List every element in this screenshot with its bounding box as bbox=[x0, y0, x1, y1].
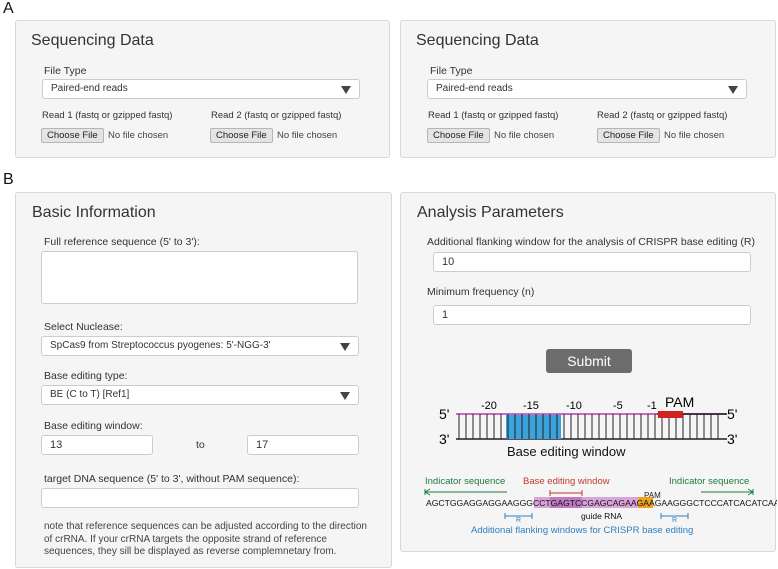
chevron-down-icon bbox=[341, 86, 351, 94]
be-window-arrow-ends bbox=[549, 490, 583, 496]
basic-information-panel: Basic Information Full reference sequenc… bbox=[15, 192, 392, 568]
read1-label: Read 1 (fastq or gzipped fastq) bbox=[428, 110, 559, 121]
indicator-left-label: Indicator sequence bbox=[425, 476, 505, 487]
seq-left: AGCTGGAGGAGGAAGGGCCT bbox=[426, 498, 551, 508]
three-prime-bottom: 3' bbox=[439, 431, 449, 447]
three-prime-right: 3' bbox=[727, 431, 737, 447]
read2-choose-file-button[interactable]: Choose File bbox=[597, 128, 660, 143]
five-prime-top: 5' bbox=[439, 406, 449, 422]
base-editing-diagram: 5' 3' 5' 3' -20 -15 -10 -5 -1 PAM Base e… bbox=[424, 394, 777, 536]
section-label-a: A bbox=[3, 0, 14, 17]
pos-minus-5: -5 bbox=[613, 400, 623, 412]
flank-caption: Additional flanking windows for CRISPR b… bbox=[471, 525, 693, 536]
submit-button[interactable]: Submit bbox=[546, 349, 632, 373]
nuclease-select[interactable]: SpCas9 from Streptococcus pyogenes: 5'-N… bbox=[41, 336, 359, 356]
guide-highlight bbox=[534, 497, 638, 508]
chevron-down-icon bbox=[340, 343, 350, 351]
pam-small-label: PAM bbox=[644, 491, 661, 500]
read1-choose-file-button[interactable]: Choose File bbox=[427, 128, 490, 143]
read2-choose-file-button[interactable]: Choose File bbox=[210, 128, 273, 143]
base-editing-type-value: BE (C to T) [Ref1] bbox=[50, 389, 130, 400]
base-editing-type-label: Base editing type: bbox=[44, 370, 128, 382]
direction-note: note that reference sequences can be adj… bbox=[44, 521, 367, 557]
target-dna-label: target DNA sequence (5' to 3', without P… bbox=[44, 473, 300, 485]
pos-minus-10: -10 bbox=[566, 400, 582, 412]
r-left-label: R bbox=[516, 517, 521, 524]
read1-no-file-text: No file chosen bbox=[108, 130, 169, 141]
file-type-label: File Type bbox=[430, 65, 473, 77]
file-type-label: File Type bbox=[44, 65, 87, 77]
chevron-down-icon bbox=[728, 86, 738, 94]
window-end-input[interactable]: 17 bbox=[247, 435, 359, 455]
panel-title: Sequencing Data bbox=[31, 32, 154, 49]
sequencing-data-panel-2: Sequencing Data File Type Paired-end rea… bbox=[400, 20, 776, 158]
nuclease-value: SpCas9 from Streptococcus pyogenes: 5'-N… bbox=[50, 340, 271, 351]
indicator-right-arrowhead bbox=[747, 488, 754, 496]
sequencing-data-panel-1: Sequencing Data File Type Paired-end rea… bbox=[15, 20, 390, 158]
be-window-label: Base editing window bbox=[523, 476, 610, 487]
file-type-value: Paired-end reads bbox=[51, 83, 128, 94]
file-type-select[interactable]: Paired-end reads bbox=[42, 79, 360, 99]
panel-title: Sequencing Data bbox=[416, 32, 539, 49]
flanking-window-label: Additional flanking window for the analy… bbox=[427, 236, 755, 248]
pos-minus-1: -1 bbox=[647, 400, 657, 412]
r-right-ends bbox=[660, 513, 689, 519]
panel-title: Analysis Parameters bbox=[417, 204, 564, 221]
guide-rna-label: guide RNA bbox=[581, 511, 622, 521]
read2-label: Read 2 (fastq or gzipped fastq) bbox=[597, 110, 728, 121]
pam-bar bbox=[658, 411, 683, 418]
reference-sequence-label: Full reference sequence (5' to 3'): bbox=[44, 236, 200, 248]
pos-minus-15: -15 bbox=[523, 400, 539, 412]
five-prime-right: 5' bbox=[727, 406, 737, 422]
file-type-select[interactable]: Paired-end reads bbox=[427, 79, 747, 99]
pam-highlight bbox=[638, 497, 653, 508]
window-caption: Base editing window bbox=[507, 444, 626, 459]
be-window-highlight bbox=[550, 497, 582, 508]
indicator-left-arrowhead bbox=[424, 488, 431, 496]
target-dna-input[interactable] bbox=[41, 488, 359, 508]
indicator-right-label: Indicator sequence bbox=[669, 476, 749, 487]
read1-choose-file-button[interactable]: Choose File bbox=[41, 128, 104, 143]
nuclease-label: Select Nuclease: bbox=[44, 321, 123, 333]
window-start-input[interactable]: 13 bbox=[41, 435, 153, 455]
read1-no-file-text: No file chosen bbox=[494, 130, 555, 141]
minimum-frequency-input[interactable]: 1 bbox=[433, 305, 751, 325]
analysis-parameters-panel: Analysis Parameters Additional flanking … bbox=[400, 192, 777, 552]
strand-ladder bbox=[458, 414, 719, 439]
r-left-ends bbox=[504, 513, 533, 519]
seq-pam: GGG bbox=[673, 498, 693, 508]
panel-title: Basic Information bbox=[32, 204, 156, 221]
chevron-down-icon bbox=[340, 392, 350, 400]
reference-sequence-text: AGCTGGAGGAGGAAGGGCCTGAGTCCGAGCAGAAGAAGAA… bbox=[426, 498, 777, 508]
pam-label: PAM bbox=[665, 394, 694, 410]
r-right-label: R bbox=[672, 517, 677, 524]
base-editing-type-select[interactable]: BE (C to T) [Ref1] bbox=[41, 385, 359, 405]
reference-sequence-input[interactable] bbox=[41, 251, 358, 304]
flanking-window-input[interactable]: 10 bbox=[433, 252, 751, 272]
read2-no-file-text: No file chosen bbox=[277, 130, 338, 141]
base-editing-window-block bbox=[506, 415, 561, 439]
pos-minus-20: -20 bbox=[481, 400, 497, 412]
read2-no-file-text: No file chosen bbox=[664, 130, 725, 141]
minimum-frequency-label: Minimum frequency (n) bbox=[427, 286, 535, 298]
read1-label: Read 1 (fastq or gzipped fastq) bbox=[42, 110, 173, 121]
read2-label: Read 2 (fastq or gzipped fastq) bbox=[211, 110, 342, 121]
file-type-value: Paired-end reads bbox=[436, 83, 513, 94]
seq-right: CTCCCATCACATCAACC bbox=[693, 498, 777, 508]
base-editing-window-label: Base editing window: bbox=[44, 420, 143, 432]
seq-guide: GAGTCCGAGCAGAAGAAGAA bbox=[551, 498, 674, 508]
section-label-b: B bbox=[3, 171, 14, 188]
to-label: to bbox=[196, 439, 205, 451]
